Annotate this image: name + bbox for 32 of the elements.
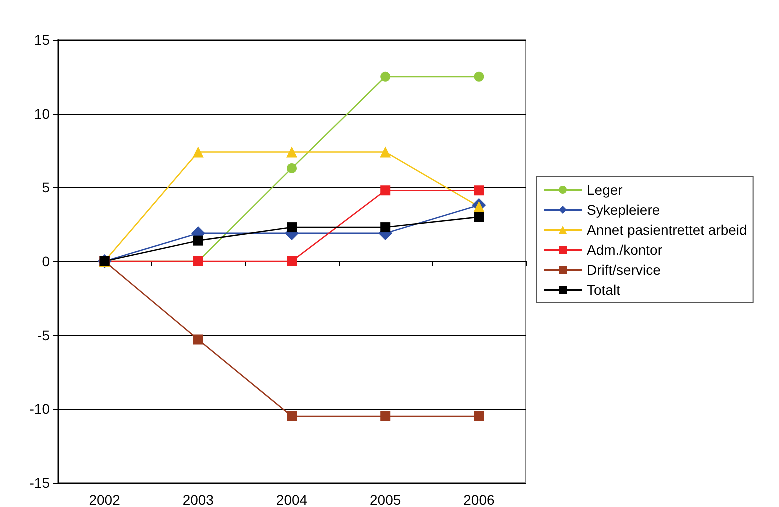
point [474, 212, 484, 222]
point [380, 72, 391, 82]
y-tick-label: 0 [42, 254, 50, 270]
x-tick-label: 2003 [182, 492, 214, 507]
point [474, 186, 484, 196]
y-tick-label: -15 [30, 475, 50, 491]
x-tick-label: 2004 [276, 492, 308, 507]
point [287, 163, 297, 174]
point [192, 146, 204, 158]
legend-label: Drift/service [587, 262, 662, 278]
y-tick-label: 15 [34, 32, 50, 48]
point [474, 72, 484, 82]
point [287, 222, 297, 233]
legend-label: Leger [587, 182, 624, 198]
point [193, 236, 204, 246]
legend-label: Adm./kontor [587, 242, 663, 258]
legend-label: Totalt [587, 282, 621, 298]
point [380, 222, 391, 233]
legend-label: Sykepleiere [587, 202, 660, 218]
x-tick-label: 2005 [370, 492, 402, 507]
point [380, 146, 392, 158]
x-tick-label: 2006 [464, 492, 495, 507]
y-tick-label: 10 [34, 106, 50, 122]
point [287, 256, 297, 266]
y-tick-label: 5 [42, 180, 50, 196]
point [380, 186, 391, 196]
point [286, 146, 298, 158]
y-tick-label: -5 [38, 327, 50, 344]
y-tick-label: -10 [30, 401, 50, 418]
x-tick-label: 2002 [89, 492, 121, 507]
legend-label: Annet pasientrettet arbeid [587, 222, 748, 238]
point [474, 201, 485, 212]
